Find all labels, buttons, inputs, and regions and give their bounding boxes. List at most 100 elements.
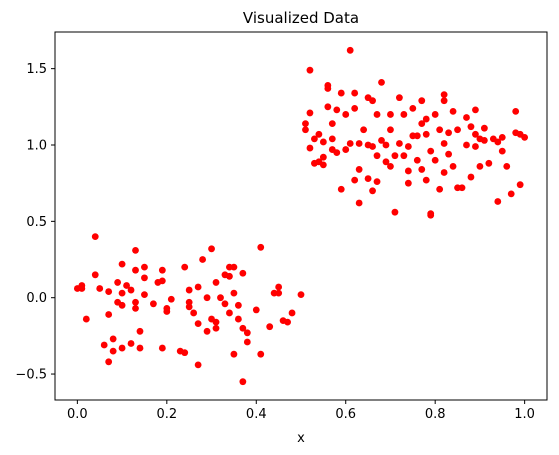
data-point bbox=[382, 158, 390, 166]
data-point bbox=[404, 179, 412, 187]
data-point bbox=[342, 111, 350, 118]
data-point bbox=[105, 311, 113, 318]
data-point bbox=[436, 126, 444, 134]
data-point bbox=[427, 210, 435, 218]
x-tick-label: 0.6 bbox=[335, 407, 356, 422]
data-point bbox=[391, 152, 399, 160]
data-point bbox=[422, 115, 430, 123]
data-point bbox=[351, 89, 359, 97]
data-point bbox=[306, 109, 314, 117]
data-point bbox=[181, 263, 189, 271]
data-point bbox=[467, 123, 475, 131]
data-point bbox=[324, 103, 332, 111]
data-point bbox=[181, 349, 189, 357]
y-tick-label: −0.5 bbox=[15, 368, 47, 383]
data-point bbox=[257, 350, 265, 358]
data-point bbox=[158, 266, 166, 274]
data-point bbox=[243, 338, 251, 346]
data-points bbox=[73, 46, 529, 386]
data-point bbox=[342, 146, 350, 153]
data-point bbox=[96, 285, 104, 292]
plot-background bbox=[55, 32, 547, 400]
x-tick-label: 1.0 bbox=[514, 407, 535, 422]
data-point bbox=[132, 298, 139, 306]
data-point bbox=[226, 309, 233, 317]
data-point bbox=[328, 120, 336, 128]
data-point bbox=[230, 350, 238, 358]
data-point bbox=[396, 140, 403, 147]
x-tick-label: 0.2 bbox=[156, 407, 177, 422]
data-point bbox=[212, 318, 220, 326]
data-point bbox=[346, 140, 354, 147]
data-point bbox=[507, 190, 515, 198]
data-point bbox=[118, 289, 126, 297]
data-point bbox=[109, 347, 117, 355]
y-tick-label: 1.5 bbox=[26, 62, 47, 77]
data-point bbox=[185, 286, 193, 294]
data-point bbox=[123, 282, 130, 289]
data-point bbox=[185, 303, 193, 311]
data-point bbox=[132, 266, 139, 274]
data-point bbox=[355, 199, 363, 207]
data-point bbox=[82, 315, 90, 323]
data-point bbox=[458, 184, 466, 192]
data-point bbox=[494, 198, 502, 205]
data-point bbox=[230, 289, 238, 297]
data-point bbox=[141, 263, 148, 271]
data-point bbox=[302, 120, 309, 128]
data-point bbox=[467, 173, 475, 181]
data-point bbox=[275, 289, 283, 297]
data-point bbox=[512, 108, 520, 115]
data-point bbox=[266, 323, 274, 331]
data-point bbox=[275, 283, 283, 291]
data-point bbox=[445, 129, 452, 137]
data-point bbox=[239, 324, 247, 332]
data-point bbox=[422, 130, 430, 138]
data-point bbox=[118, 260, 126, 268]
y-tick-label: 0.0 bbox=[26, 291, 47, 306]
data-point bbox=[351, 104, 359, 112]
data-point bbox=[480, 137, 488, 144]
x-tick-label: 0.8 bbox=[425, 407, 446, 422]
data-point bbox=[105, 288, 113, 295]
x-tick-label: 0.4 bbox=[246, 407, 267, 422]
data-point bbox=[136, 344, 144, 352]
data-point bbox=[230, 263, 238, 271]
data-point bbox=[409, 104, 417, 112]
data-point bbox=[387, 111, 394, 118]
data-point bbox=[257, 243, 265, 251]
data-point bbox=[382, 141, 390, 149]
data-point bbox=[217, 294, 224, 302]
data-point bbox=[315, 130, 323, 138]
data-point bbox=[302, 126, 309, 134]
data-point bbox=[306, 66, 314, 74]
axes: 0.0 0.2 0.4 0.6 0.8 1.0 −0.5 0.0 0.5 1.0 1.5 bbox=[15, 31, 548, 422]
data-point bbox=[472, 143, 479, 150]
data-point bbox=[132, 246, 139, 254]
data-point bbox=[234, 301, 242, 309]
data-point bbox=[404, 143, 412, 150]
data-point bbox=[449, 162, 457, 170]
data-point bbox=[498, 133, 506, 141]
data-point bbox=[127, 286, 135, 294]
plot-frame bbox=[54, 31, 548, 401]
data-point bbox=[194, 320, 202, 328]
data-point bbox=[91, 271, 99, 279]
data-point bbox=[212, 279, 220, 286]
data-point bbox=[319, 153, 327, 161]
data-point bbox=[78, 285, 86, 292]
data-point bbox=[413, 132, 421, 140]
data-point bbox=[369, 143, 376, 150]
data-point bbox=[373, 152, 381, 160]
data-point bbox=[284, 318, 291, 326]
data-point bbox=[337, 185, 345, 193]
data-point bbox=[132, 304, 139, 312]
data-point bbox=[418, 97, 426, 105]
data-point bbox=[243, 329, 251, 337]
data-point bbox=[239, 378, 247, 386]
data-point bbox=[498, 147, 506, 155]
data-point bbox=[194, 361, 202, 369]
data-point bbox=[449, 108, 457, 115]
data-point bbox=[369, 97, 376, 105]
data-point bbox=[288, 309, 296, 317]
